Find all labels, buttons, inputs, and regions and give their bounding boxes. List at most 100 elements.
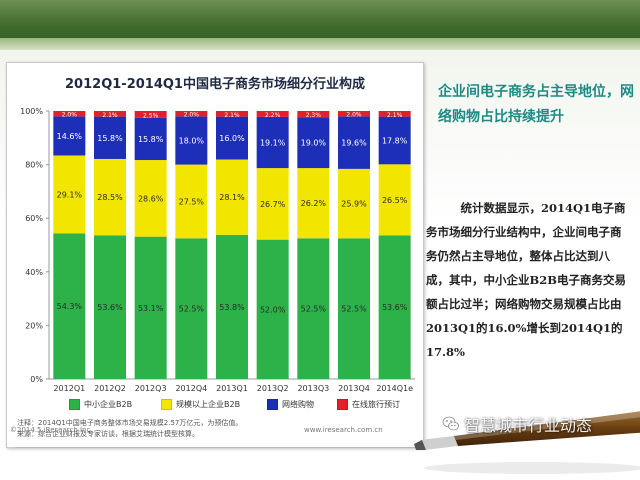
data-label: 26.7% (260, 200, 286, 209)
data-label: 52.0% (260, 305, 286, 314)
side-heading: 企业间电子商务占主导地位，网络购物占比持续提升 (438, 84, 634, 125)
data-label: 19.0% (301, 139, 327, 148)
bar-segment (94, 235, 126, 379)
data-label: 14.6% (57, 132, 83, 141)
legend-swatch (161, 399, 172, 410)
source-website: www.iresearch.com.cn (304, 426, 383, 434)
data-label: 52.5% (179, 305, 205, 314)
bar-segment (53, 155, 86, 234)
chart-notes: 注释：2014Q1中国电子商务整体市场交易规模2.57万亿元，为预估值。 来源：… (17, 418, 417, 440)
bar-segment (216, 111, 248, 117)
bar-segment (175, 238, 208, 379)
bar-segment (256, 239, 289, 379)
data-label: 2.5% (143, 112, 159, 119)
chart-card: 2012Q1-2014Q1中国电子商务市场细分行业构成 0% 20% 40% 60% 8… (6, 62, 424, 448)
y-tick-label: 100% (20, 107, 43, 116)
data-label: 54.3% (57, 302, 83, 311)
bar-segment (94, 111, 126, 117)
bar-segment (53, 116, 86, 156)
stacked-bar-chart: 0% 20% 40% 60% 80% 100% 54.3% 29.1% 14.6% 2.0% 201… (20, 107, 415, 393)
legend-swatch (69, 399, 80, 410)
data-label: 27.5% (179, 197, 205, 206)
legend-item: 规模以上企业B2B (161, 399, 240, 410)
bar-segment (134, 117, 167, 161)
data-label: 2.1% (224, 112, 240, 119)
data-label: 2.0% (346, 112, 362, 119)
y-tick-label: 0% (30, 375, 43, 384)
legend-label: 规模以上企业B2B (176, 400, 241, 409)
chart-legend: 中小企业B2B 规模以上企业B2B 网络购物 在线旅行预订 (69, 399, 409, 413)
footer-divider (15, 447, 415, 448)
data-label: 28.1% (219, 193, 245, 202)
y-tick-label: 20% (25, 321, 43, 330)
bar-segment (338, 168, 370, 239)
bar-segment (297, 117, 330, 169)
legend-item: 在线旅行预订 (337, 399, 400, 410)
data-label: 26.2% (301, 199, 327, 208)
data-label: 53.1% (138, 304, 164, 313)
bar-segment (216, 159, 248, 235)
y-tick-label: 40% (25, 268, 43, 277)
bar-segment (378, 116, 411, 165)
data-label: 2.3% (306, 112, 322, 119)
data-label: 53.6% (382, 303, 408, 312)
bar-segment (53, 111, 86, 117)
x-tick-label: 2013Q3 (297, 384, 329, 393)
data-label: 26.5% (382, 196, 408, 205)
x-tick-label: 2012Q3 (135, 384, 167, 393)
chart-title: 2012Q1-2014Q1中国电子商务市场细分行业构成 (65, 77, 365, 92)
data-label: 28.5% (97, 193, 123, 202)
bar-segment (53, 233, 86, 379)
bar-segment (216, 234, 248, 379)
data-label: 2.1% (387, 112, 403, 119)
bar-segment (256, 168, 289, 240)
bar-segment (256, 111, 289, 117)
bar-segment (297, 238, 330, 379)
data-label: 25.9% (341, 200, 367, 209)
bar-segment (297, 111, 330, 118)
y-tick-label: 80% (25, 161, 43, 170)
data-label: 19.6% (341, 139, 367, 148)
watermark-text: 智慧城市行业动态 (464, 416, 593, 435)
bar-segment (175, 116, 208, 165)
data-label: 29.1% (57, 190, 83, 199)
x-tick-label: 2012Q1 (53, 384, 85, 393)
bar-segment (134, 236, 167, 379)
bar-segment (338, 111, 370, 117)
x-tick-label: 2014Q1e (376, 384, 413, 393)
note-line-2: 来源：综合企业财报及专家访谈，根据艾瑞统计模型核算。 (17, 430, 199, 438)
data-label: 2.1% (102, 112, 118, 119)
bar-segment (175, 111, 208, 117)
legend-swatch (337, 399, 348, 410)
wechat-icon (442, 416, 459, 431)
data-label: 16.0% (219, 134, 245, 143)
side-body-text: 统计数据显示，2014Q1电子商务市场细分行业结构中，企业间电子商务仍然占主导地… (426, 201, 626, 359)
copyright-text: ©2014.5 iResearch Inc. (10, 426, 93, 434)
data-label: 28.6% (138, 194, 164, 203)
bar-segment (297, 168, 330, 239)
y-tick-label: 60% (25, 214, 43, 223)
data-label: 2.0% (184, 112, 200, 119)
data-label: 52.5% (341, 305, 367, 314)
data-label: 52.5% (301, 305, 327, 314)
x-tick-label: 2012Q4 (175, 384, 207, 393)
x-tick-label: 2012Q2 (94, 384, 126, 393)
legend-item: 中小企业B2B (69, 399, 132, 410)
data-label: 18.0% (179, 136, 205, 145)
data-label: 17.8% (382, 136, 408, 145)
bar-segment (378, 111, 411, 117)
data-label: 53.6% (97, 303, 123, 312)
bar-segment (94, 116, 126, 159)
bar-segment (216, 116, 248, 160)
legend-label: 中小企业B2B (84, 400, 133, 409)
legend-label: 网络购物 (282, 400, 314, 409)
legend-label: 在线旅行预订 (352, 400, 400, 409)
bar-segment (175, 164, 208, 239)
bar-segment (338, 116, 370, 169)
data-label: 15.8% (138, 135, 164, 144)
data-label: 53.8% (219, 303, 245, 312)
data-label: 15.8% (97, 134, 123, 143)
x-tick-label: 2013Q4 (338, 384, 370, 393)
data-label: 2.0% (62, 112, 78, 119)
data-label: 2.2% (265, 112, 281, 119)
